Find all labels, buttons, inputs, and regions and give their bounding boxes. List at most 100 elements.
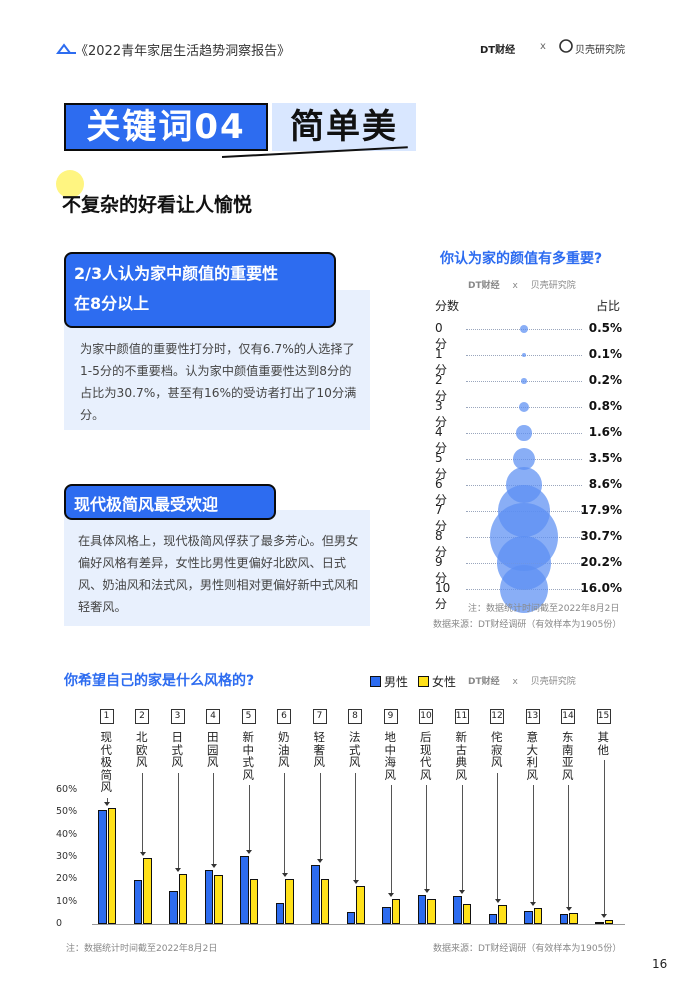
bubble-row-label: 0分 — [435, 321, 448, 351]
category-label: 新古典风 — [455, 730, 468, 782]
category-leader-arrow — [388, 893, 394, 898]
bar-chart-note: 注：数据统计时间截至2022年8月2日 — [66, 944, 218, 954]
bubble-row-value: 8.6% — [588, 477, 622, 491]
category-leader-arrow — [565, 906, 572, 911]
y-tick-label: 50% — [56, 806, 78, 818]
bubble — [512, 447, 536, 471]
category-leader-line — [497, 772, 498, 902]
header-icon — [56, 40, 78, 60]
card2-title-box — [64, 484, 276, 520]
bubble-row-label: 8分 — [435, 529, 448, 559]
category-label: 法式风 — [349, 730, 361, 769]
bar-female — [285, 879, 294, 924]
category-leader-line — [142, 772, 143, 855]
category-number: 4 — [206, 709, 220, 724]
category-leader-line — [213, 772, 214, 867]
category-leader-line — [426, 785, 427, 891]
bar-female — [498, 905, 507, 924]
bubble-row-value: 3.5% — [588, 451, 622, 465]
bar-male — [98, 810, 107, 924]
bar-male — [346, 911, 355, 924]
card2-background — [64, 510, 370, 626]
bubble-row-value: 20.2% — [580, 555, 622, 569]
category-leader-arrow — [281, 873, 288, 878]
category-number: 11 — [454, 709, 469, 724]
dt-logo-small-2: DT财经 — [468, 677, 500, 687]
bar-male — [453, 896, 462, 924]
beike-logo: 贝壳研究院 — [575, 45, 625, 56]
x-axis-line — [92, 924, 625, 925]
category-label: 田园风 — [207, 730, 219, 769]
category-leader-arrow — [352, 880, 359, 885]
category-label: 东南亚风 — [562, 730, 574, 782]
page-number: 16 — [652, 957, 668, 971]
category-label: 侘寂风 — [491, 730, 503, 769]
category-label: 奶油风 — [278, 730, 290, 769]
bubble-row-label: 10分 — [435, 581, 451, 611]
bubble-row-value: 16.0% — [580, 581, 622, 595]
bubble-chart-note: 注：数据统计时间截至2022年8月2日 — [468, 604, 620, 614]
bar-female — [604, 919, 613, 924]
legend-female-label: 女性 — [432, 675, 457, 689]
card1-title-box — [64, 252, 336, 328]
category-leader-arrow — [175, 867, 181, 872]
category-label: 现代极简风 — [100, 730, 113, 794]
legend-female-swatch — [418, 676, 430, 687]
category-leader-line — [284, 772, 285, 876]
bubble — [519, 324, 529, 334]
bubble-chart-source: 数据来源：DT财经调研（有效样本为1905份） — [433, 620, 622, 630]
category-leader-arrow — [104, 801, 110, 806]
bubble-row-label: 7分 — [435, 503, 448, 533]
bubble — [516, 425, 532, 441]
keyword-label: 关键词04 — [86, 107, 246, 147]
bubble-row-value: 0.2% — [588, 373, 622, 387]
bubble-row-label: 9分 — [435, 555, 448, 585]
category-leader-arrow — [494, 899, 501, 904]
category-leader-line — [568, 785, 569, 909]
y-tick-label: 60% — [56, 784, 78, 795]
category-leader-line — [461, 785, 463, 893]
bar-male — [275, 902, 284, 924]
bar-male — [311, 864, 320, 924]
category-number: 5 — [241, 709, 256, 724]
bar-female — [249, 879, 258, 924]
bar-chart-logos: DT财经 x 贝壳研究院 — [468, 674, 576, 687]
y-tick-label: 0 — [56, 918, 63, 929]
bar-male — [488, 913, 497, 924]
bar-female — [356, 886, 365, 924]
bar-male — [240, 855, 249, 924]
bar-female — [320, 879, 329, 924]
category-leader-line — [106, 797, 108, 804]
bubble-row-label: 3分 — [435, 399, 448, 429]
category-leader-arrow — [246, 849, 252, 854]
bar-male — [382, 907, 391, 924]
highlight-dot — [56, 170, 84, 198]
category-label: 新中式风 — [242, 730, 255, 782]
category-leader-arrow — [139, 852, 146, 857]
category-leader-line — [177, 772, 179, 870]
bar-female — [391, 899, 400, 924]
category-number: 10 — [419, 709, 433, 724]
card1-title-line2: 在8分以上 — [74, 294, 150, 313]
category-number: 9 — [383, 709, 398, 724]
bubble-chart-title: 你认为家的颜值有多重要? — [440, 251, 603, 267]
keyword-word-box — [272, 103, 416, 151]
category-leader-line — [603, 760, 605, 916]
y-tick-label: 20% — [56, 873, 78, 885]
bar-male — [133, 880, 142, 924]
bubble — [499, 564, 549, 614]
bar-chart-legend: 男性 女性 — [370, 673, 456, 690]
dt-logo: DT财经 — [480, 45, 516, 56]
bar-female — [214, 874, 223, 924]
report-title: 《2022青年家居生活趋势洞察报告》 — [75, 44, 291, 59]
bar-female — [533, 908, 542, 924]
subtitle: 不复杂的好看让人愉悦 — [62, 194, 253, 216]
bar-male — [417, 894, 426, 924]
card2-title: 现代极简风最受欢迎 — [74, 495, 219, 514]
beike-logo-small-2: 贝壳研究院 — [530, 677, 576, 687]
bar-male — [559, 913, 568, 924]
bar-female — [107, 807, 116, 924]
category-number: 6 — [277, 709, 291, 724]
category-leader-line — [390, 785, 392, 896]
score-column-header: 分数 — [435, 299, 460, 313]
